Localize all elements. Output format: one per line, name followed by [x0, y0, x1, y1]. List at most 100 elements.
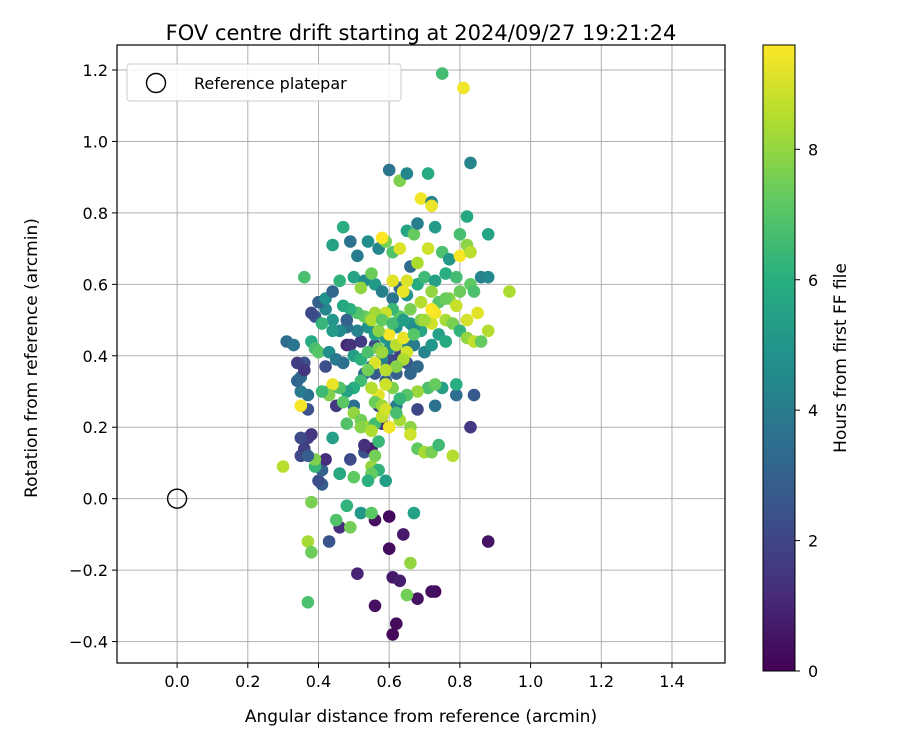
data-point [404, 428, 417, 441]
data-point [301, 535, 315, 548]
data-point [361, 474, 375, 488]
data-point [372, 435, 385, 448]
data-point [336, 356, 350, 370]
data-point [326, 285, 339, 298]
colorbar-tick-label: 4 [808, 401, 818, 420]
data-point [481, 270, 495, 284]
y-tick-label: 1.2 [83, 61, 108, 80]
data-point [386, 317, 400, 330]
data-point [435, 67, 449, 80]
data-point [294, 431, 308, 445]
x-tick-label: 1.4 [659, 672, 684, 691]
data-point [340, 313, 354, 327]
data-point [361, 235, 375, 248]
y-axis-label: Rotation from reference (arcmin) [22, 218, 42, 498]
data-point [425, 338, 438, 352]
legend-marker-icon [145, 72, 167, 94]
legend-label: Reference platepar [194, 74, 347, 93]
data-point [503, 285, 516, 298]
data-point [428, 378, 442, 391]
data-point [354, 335, 368, 348]
data-point [450, 378, 463, 391]
data-point [382, 163, 396, 177]
x-tick-label: 0.6 [376, 672, 401, 691]
data-point [354, 506, 368, 520]
data-point [336, 220, 350, 234]
data-point [428, 399, 442, 413]
data-point [382, 328, 396, 341]
data-point [397, 313, 410, 327]
colorbar-tick-label: 8 [808, 140, 818, 159]
data-point [453, 228, 467, 241]
data-point [298, 270, 311, 284]
data-point [446, 449, 460, 463]
data-point [344, 453, 357, 466]
data-point [386, 628, 400, 641]
x-tick-label: 0.0 [164, 672, 189, 691]
data-point [439, 267, 453, 280]
data-point [312, 345, 325, 359]
data-point [340, 499, 354, 513]
data-point [393, 392, 407, 406]
y-tick-label: −0.2 [69, 561, 108, 580]
data-point [333, 274, 347, 288]
data-point [411, 217, 424, 230]
data-point [450, 270, 463, 284]
data-point [333, 467, 347, 481]
data-point [397, 528, 410, 541]
data-point [365, 381, 378, 395]
data-point [294, 399, 308, 413]
data-point [439, 335, 453, 348]
x-axis-ticks: 0.0 0.2 0.4 0.6 0.8 1.0 1.2 1.4 [164, 663, 685, 691]
y-axis-ticks: −0.4 −0.2 0.0 0.2 0.4 0.6 0.8 1.0 1.2 [69, 61, 117, 652]
data-point [375, 313, 389, 327]
data-point [393, 574, 407, 588]
data-point [432, 438, 446, 452]
data-point [354, 420, 368, 434]
data-point [361, 345, 375, 359]
colorbar-gradient [762, 44, 796, 672]
data-point [365, 267, 378, 280]
data-point [400, 588, 414, 602]
data-point [414, 192, 428, 205]
data-point [326, 324, 339, 338]
data-point [411, 403, 424, 416]
data-point [418, 313, 431, 327]
x-tick-label: 1.0 [518, 672, 543, 691]
data-point [390, 406, 403, 420]
data-point [294, 385, 308, 398]
data-point [319, 453, 332, 466]
data-point [368, 449, 382, 463]
data-point [287, 338, 301, 352]
data-point [315, 385, 329, 398]
data-point [404, 556, 417, 570]
data-point [361, 363, 375, 377]
data-point [474, 335, 488, 348]
data-point [347, 270, 361, 284]
data-point [305, 495, 318, 509]
data-point [443, 252, 456, 266]
data-point [397, 331, 410, 345]
data-point [421, 242, 435, 255]
data-point [407, 506, 421, 520]
data-point [375, 231, 389, 245]
data-point [322, 535, 336, 548]
data-point [393, 242, 407, 255]
data-point [471, 306, 484, 320]
data-point [305, 546, 318, 559]
data-point [326, 378, 339, 391]
data-point [379, 363, 393, 377]
y-tick-label: 0.0 [83, 490, 108, 509]
data-point [344, 235, 357, 248]
data-point [414, 295, 428, 309]
data-point [326, 238, 339, 252]
data-point [425, 199, 438, 213]
y-tick-label: −0.4 [69, 633, 108, 652]
plot-frame [116, 44, 726, 664]
data-point [319, 360, 332, 373]
data-point [418, 270, 431, 284]
data-point [464, 420, 477, 434]
colorbar-tick-label: 6 [808, 271, 818, 290]
data-point [365, 313, 378, 327]
